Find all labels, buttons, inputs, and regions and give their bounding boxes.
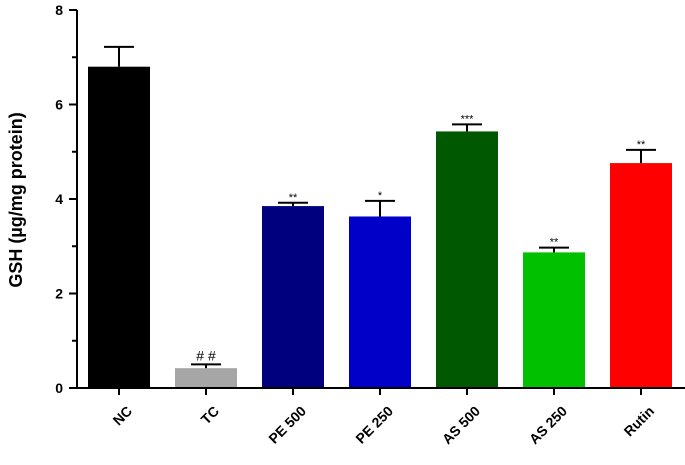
bar bbox=[175, 368, 237, 388]
x-category-label: Rutin bbox=[621, 403, 658, 440]
significance-label: ** bbox=[289, 192, 298, 204]
y-tick-label: 6 bbox=[55, 97, 63, 113]
bar bbox=[349, 216, 411, 388]
significance-label: # # bbox=[196, 347, 216, 363]
significance-label: *** bbox=[461, 113, 475, 125]
x-category-label: PE 500 bbox=[265, 403, 309, 447]
x-category-label: PE 250 bbox=[352, 403, 396, 447]
significance-label: ** bbox=[550, 237, 559, 249]
y-axis-title: GSH (µg/mg protein) bbox=[6, 112, 26, 287]
bar bbox=[262, 206, 324, 388]
y-tick-label: 2 bbox=[55, 286, 63, 302]
bar bbox=[436, 131, 498, 388]
significance-label: * bbox=[378, 190, 383, 202]
x-category-label: AS 500 bbox=[439, 403, 483, 447]
y-tick-label: 0 bbox=[55, 380, 63, 396]
significance-annotations: # #** ******** bbox=[196, 113, 646, 363]
bar bbox=[610, 163, 672, 388]
error-bars bbox=[104, 45, 656, 369]
x-category-label: TC bbox=[198, 403, 223, 428]
y-tick-label: 4 bbox=[55, 191, 63, 207]
x-category-label: AS 250 bbox=[526, 403, 570, 447]
y-axis: 0 2 4 6 8 bbox=[55, 2, 78, 396]
x-category-label: NC bbox=[109, 403, 135, 429]
bar bbox=[523, 252, 585, 388]
y-tick-label: 8 bbox=[55, 2, 63, 18]
bars bbox=[88, 66, 672, 388]
significance-label: ** bbox=[637, 139, 646, 151]
bar bbox=[88, 66, 150, 388]
x-axis: NC TC PE 500 PE 250 AS 500 AS 250 Rutin bbox=[76, 387, 685, 447]
